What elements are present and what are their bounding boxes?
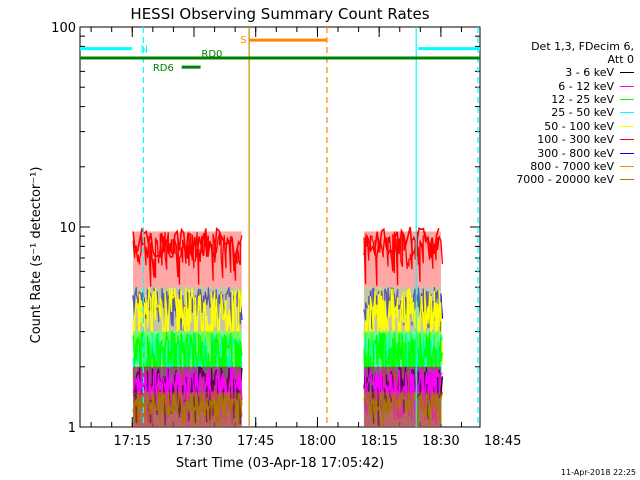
series-12-25keV-trace: [132, 330, 243, 410]
x-tick-label: 17:30: [175, 434, 212, 449]
x-tick-label: 17:45: [237, 434, 274, 449]
legend-entry: 6 - 12 keV: [486, 79, 634, 93]
legend-entry: 12 - 25 keV: [486, 93, 634, 106]
legend-entry-label: 7000 - 20000 keV: [516, 173, 614, 187]
series-6-12keV-trace: [363, 367, 443, 425]
legend-swatch: [620, 165, 634, 167]
legend-swatch: [620, 125, 634, 127]
x-tick-label: 17:15: [114, 434, 151, 449]
legend-swatch: [620, 98, 634, 100]
legend-swatch: [620, 139, 634, 141]
legend-entry: 300 - 800 keV: [486, 146, 634, 160]
footer-timestamp: 11-Apr-2018 22:25: [560, 468, 636, 477]
series-12-25keV-trace: [363, 332, 444, 411]
legend-swatch: [620, 72, 634, 74]
legend-entries: 3 - 6 keV 6 - 12 keV 12 - 25 keV 25 - 50 ke…: [486, 66, 634, 187]
legend-swatch: [620, 152, 634, 154]
x-tick-label: 18:00: [299, 434, 336, 449]
legend-header-line-1: Det 1,3, FDecim 6,: [531, 40, 634, 53]
red-envelope-trace: [132, 227, 242, 261]
series-300-800keV-trace: [132, 286, 243, 332]
flag-label-rd0: RD0: [201, 49, 222, 60]
legend-entry: 50 - 100 keV: [486, 120, 634, 133]
series-100-300keV-trace: [132, 231, 243, 287]
x-tick-label: 18:30: [422, 434, 459, 449]
chart-title: HESSI Observing Summary Count Rates: [130, 5, 429, 23]
legend-entry-label: 25 - 50 keV: [551, 106, 614, 120]
series-7000-20000keV-trace: [363, 391, 444, 427]
legend-entry-label: 300 - 800 keV: [537, 146, 614, 160]
legend-header-line-2: Att 0: [607, 53, 634, 66]
flag-label-rd6: RD6: [153, 63, 174, 74]
y-tick-label: 1: [68, 421, 76, 436]
series-7000-20000keV-trace: [132, 391, 243, 427]
legend-swatch: [620, 85, 634, 87]
legend-entry: 100 - 300 keV: [486, 133, 634, 146]
series-100-300keV-trace: [363, 231, 444, 286]
series-50-100keV-trace: [132, 287, 243, 367]
x-axis-label: Start Time (03-Apr-18 17:05:42): [176, 456, 384, 471]
legend-swatch: [620, 112, 634, 114]
y-tick-label: 100: [51, 21, 76, 36]
legend-entry: 3 - 6 keV: [486, 66, 634, 79]
legend-entry-label: 6 - 12 keV: [558, 79, 614, 93]
legend-entry-label: 100 - 300 keV: [537, 133, 614, 147]
legend-entry-label: 800 - 7000 keV: [530, 159, 614, 173]
legend-entry: 25 - 50 keV: [486, 106, 634, 119]
y-tick-label: 10: [59, 221, 76, 236]
legend-entry-label: 3 - 6 keV: [565, 66, 614, 80]
legend-entry: 7000 - 20000 keV: [486, 173, 634, 186]
flag-label-n: N: [140, 45, 147, 56]
legend-entry: 800 - 7000 keV: [486, 160, 634, 173]
series-50-100keV-trace: [363, 287, 444, 367]
chart-legend: Det 1,3, FDecim 6, Att 0 3 - 6 keV 6 - 12…: [486, 40, 634, 187]
x-tick-label: 18:45: [484, 434, 521, 449]
legend-entry-label: 50 - 100 keV: [544, 119, 614, 133]
series-band: [133, 391, 242, 427]
x-tick-label: 18:15: [360, 434, 397, 449]
red-envelope-trace: [363, 226, 440, 259]
legend-swatch: [620, 179, 634, 181]
legend-entry-label: 12 - 25 keV: [551, 92, 614, 106]
series-band: [363, 391, 441, 427]
y-axis-label: Count Rate (s⁻¹ detector⁻¹): [29, 167, 44, 344]
series-6-12keV-trace: [132, 366, 243, 427]
plot-area: 1 10 100 17:15 17:30 17:45 18:00 18:15 18:30 18:4…: [51, 21, 521, 449]
flag-label-s: S: [240, 35, 246, 46]
